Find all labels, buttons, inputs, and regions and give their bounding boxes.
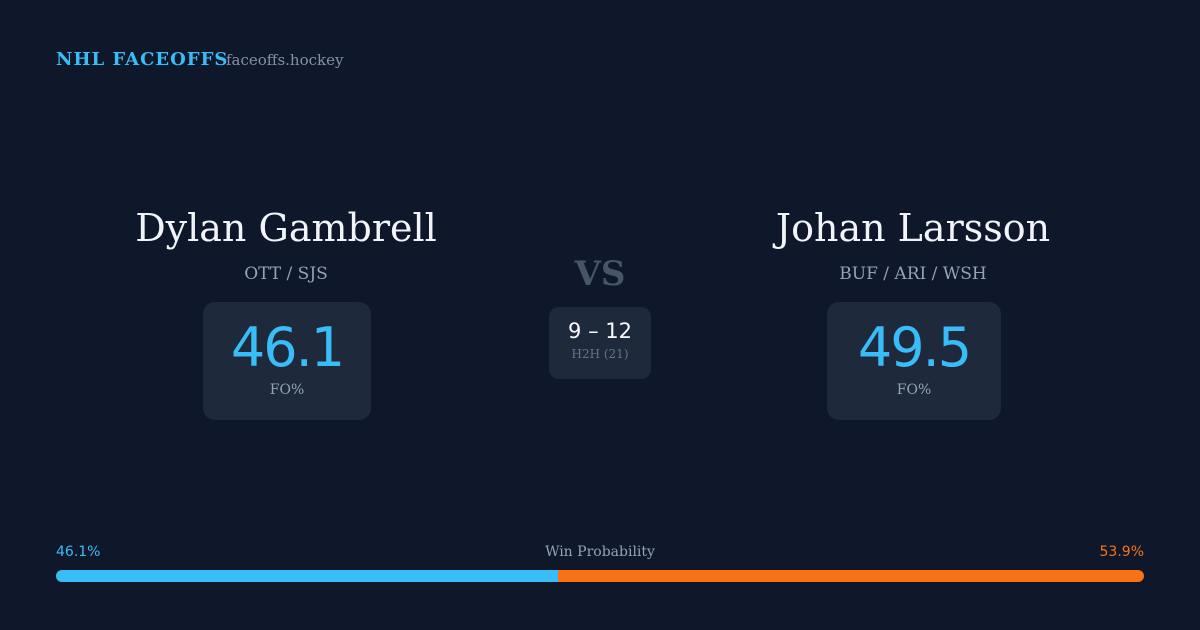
win-bar [56,570,1144,582]
brand: NHL FACEOFFS [56,49,229,70]
win-segment [56,570,558,582]
win-pct: 53.9% [1099,544,1144,560]
h2h-score: 9 – 12 [568,319,632,343]
fo-box: 49.5 FO% [827,302,1001,420]
site: faceoffs.hockey [226,51,344,69]
fo-label: FO% [269,382,305,398]
h2h-box: 9 – 12 H2H (21) [549,307,651,379]
player-name: Dylan Gambrell [135,206,437,250]
fo-pct: 49.5 [857,316,972,379]
player-teams: BUF / ARI / WSH [839,264,987,284]
player-name: Johan Larsson [775,206,1051,250]
win-title: Win Probability [545,544,655,560]
win-segment [557,570,1144,582]
player-teams: OTT / SJS [244,264,328,284]
win-pct: 46.1% [56,544,101,560]
vs: VS [574,254,626,294]
fo-pct: 46.1 [230,316,345,379]
fo-box: 46.1 FO% [203,302,371,420]
h2h-label: H2H (21) [571,347,629,361]
fo-label: FO% [896,382,932,398]
